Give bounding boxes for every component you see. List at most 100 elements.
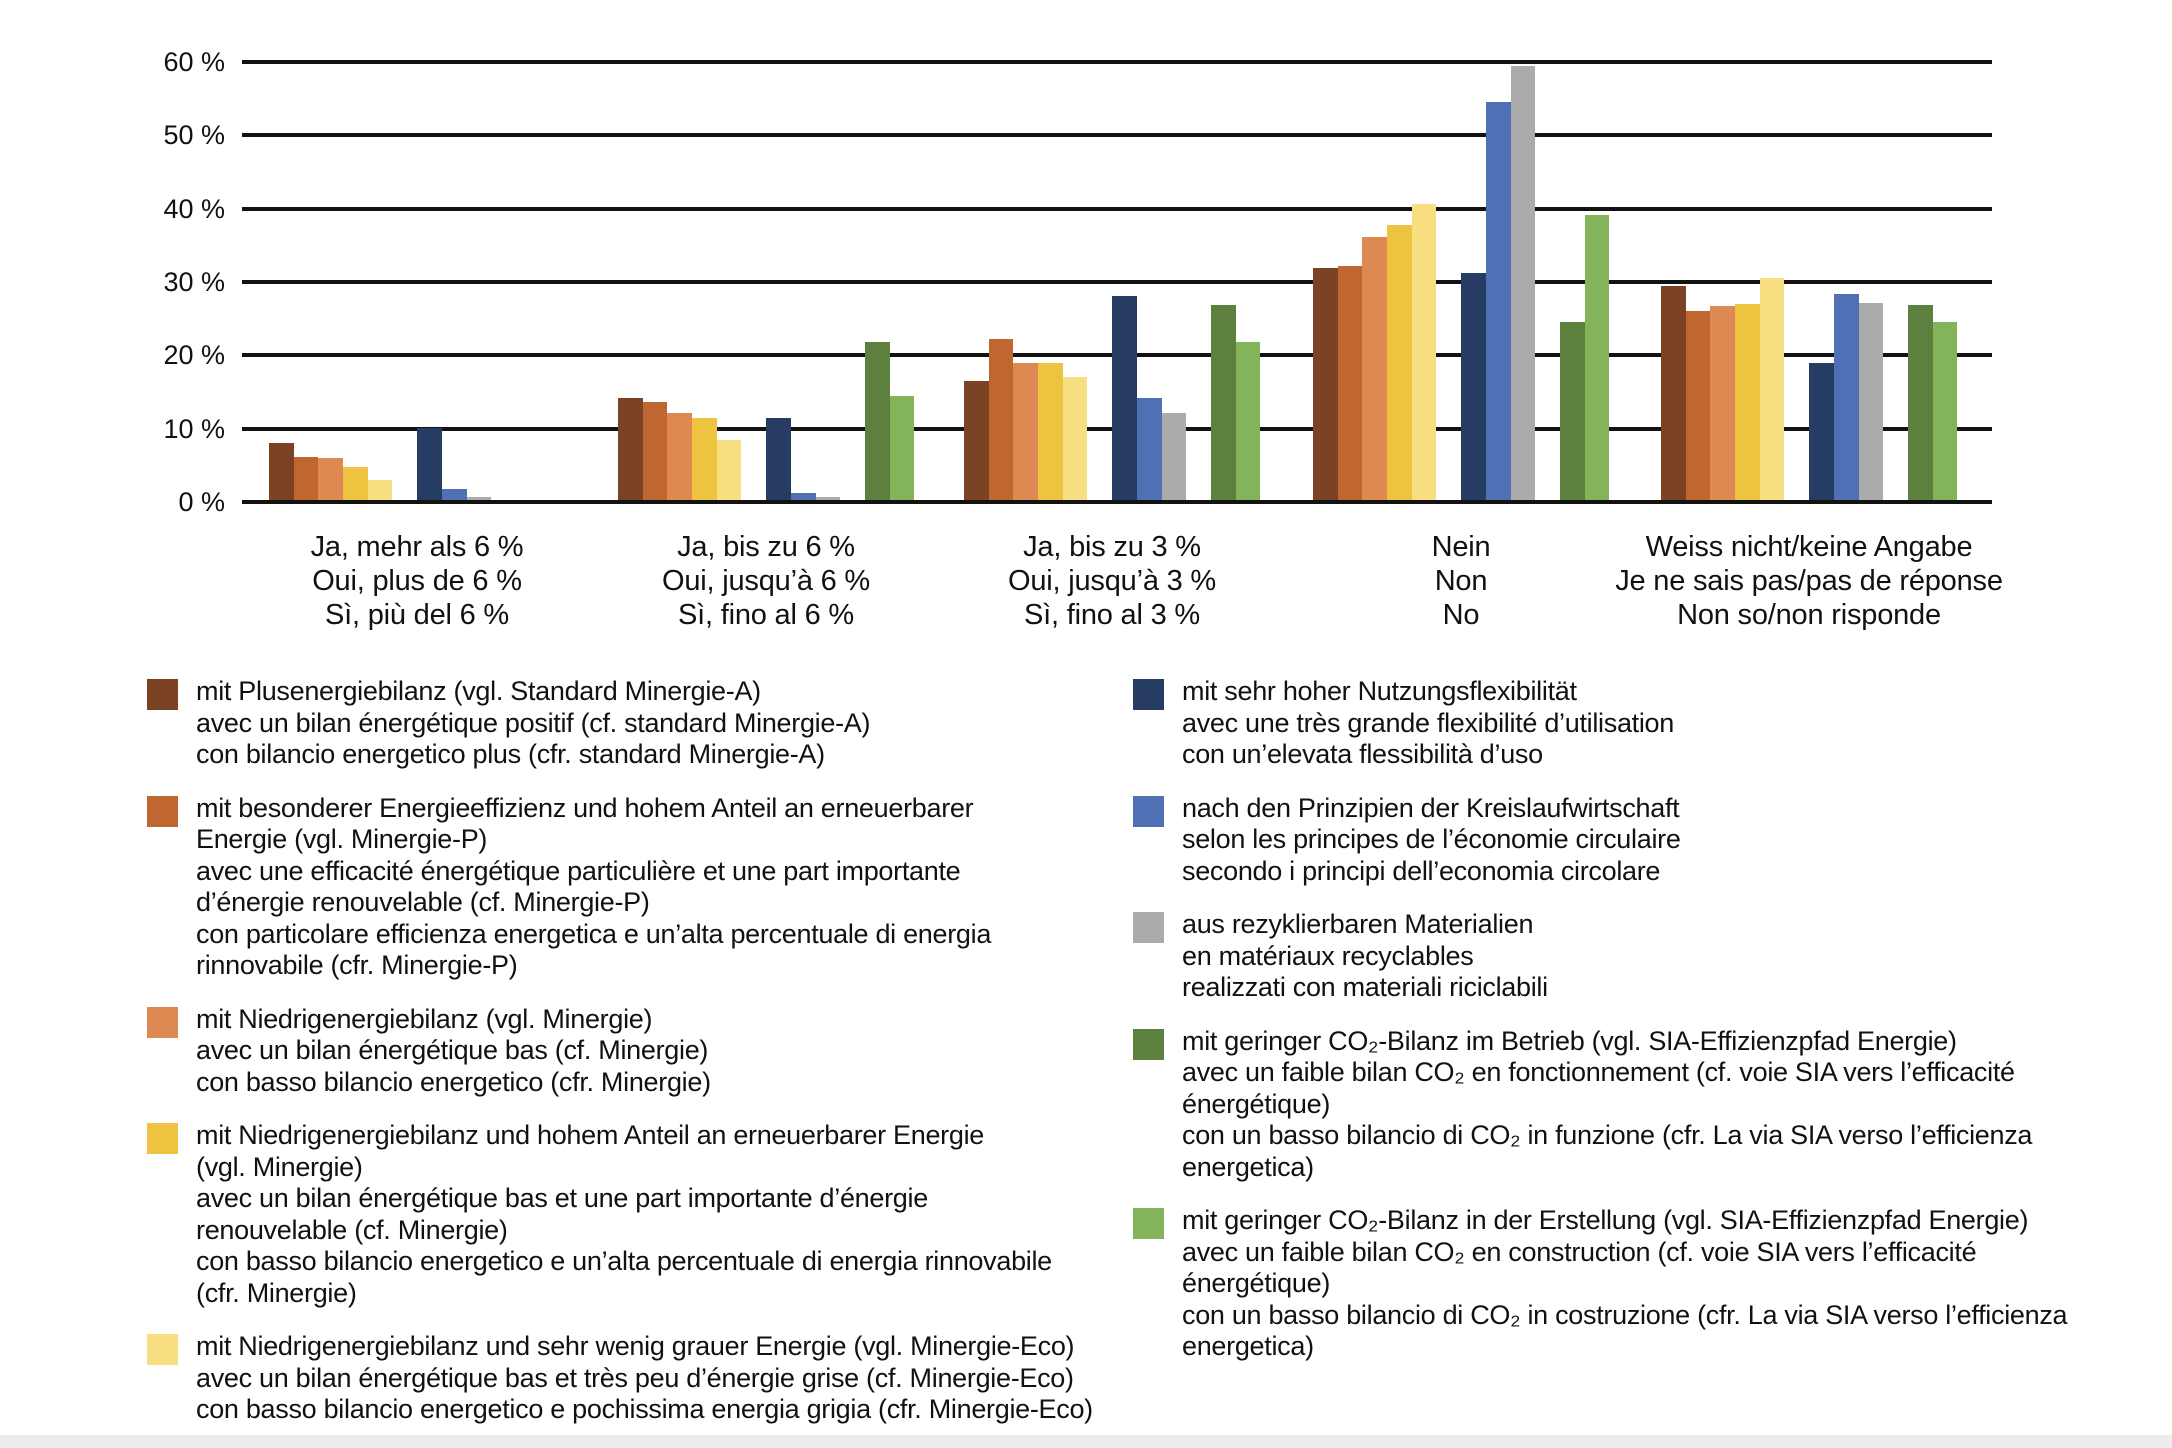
bar-co2-erstellung-group5: [1932, 321, 1958, 502]
bar-minergie-erneuerbar-group4: [1387, 224, 1412, 502]
legend-item-co2-betrieb: mit geringer CO₂-Bilanz im Betrieb (vgl.…: [1133, 1026, 2143, 1184]
legend-swatch-co2-betrieb: [1133, 1028, 1164, 1060]
legend-swatch-kreislaufwirtschaft: [1133, 795, 1164, 827]
bar-co2-betrieb-group5: [1908, 304, 1933, 502]
category-label-5: Weiss nicht/keine Angabe Je ne sais pas/…: [1615, 531, 2003, 631]
y-tick-label: 0 %: [178, 487, 225, 517]
bar-kreislaufwirtschaft-group1: [441, 488, 467, 502]
bar-plusenergiebilanz-group1: [269, 443, 294, 502]
legend-swatch-rezyklierbare-materialien: [1133, 912, 1164, 943]
legend-label-co2-betrieb: mit geringer CO₂-Bilanz im Betrieb (vgl.…: [1182, 1025, 2033, 1182]
category-label-1: Ja, mehr als 6 % Oui, plus de 6 % Sì, pi…: [310, 531, 524, 631]
bar-kreislaufwirtschaft-group4: [1485, 101, 1511, 502]
bar-plusenergiebilanz-group5: [1661, 285, 1686, 502]
bar-co2-betrieb-group2: [865, 342, 890, 502]
category-label-2: Ja, bis zu 6 % Oui, jusqu’à 6 % Sì, fino…: [662, 531, 870, 631]
legend-label-minergie-eco: mit Niedrigenergiebilanz und sehr wenig …: [196, 1331, 1093, 1424]
bar-plusenergiebilanz-group3: [964, 381, 989, 502]
bar-minergie-group1: [318, 458, 344, 502]
category-label-3: Ja, bis zu 3 % Oui, jusqu’à 3 % Sì, fino…: [1008, 531, 1216, 631]
bar-minergie-group3: [1013, 363, 1039, 502]
legend-label-co2-erstellung: mit geringer CO₂-Bilanz in der Erstellun…: [1182, 1205, 2068, 1361]
legend-column-left: mit Plusenergiebilanz (vgl. Standard Min…: [147, 676, 1122, 1448]
bar-plusenergiebilanz-group4: [1313, 268, 1338, 502]
legend-item-minergie-eco: mit Niedrigenergiebilanz und sehr wenig …: [147, 1331, 1122, 1426]
bar-minergie-eco-group2: [716, 439, 742, 502]
legend-label-minergie-erneuerbar: mit Niedrigenergiebilanz und hohem Antei…: [196, 1120, 1052, 1308]
bar-minergie-eco-group1: [367, 480, 393, 502]
bar-minergie-group4: [1362, 236, 1388, 502]
bar-kreislaufwirtschaft-group3: [1136, 397, 1162, 502]
bar-nutzungsflexibilitaet-group1: [417, 427, 442, 502]
legend-item-co2-erstellung: mit geringer CO₂-Bilanz in der Erstellun…: [1133, 1205, 2143, 1363]
legend-item-rezyklierbare-materialien: aus rezyklierbaren Materialien en matéri…: [1133, 909, 2143, 1004]
bar-co2-erstellung-group4: [1584, 214, 1610, 502]
legend-item-kreislaufwirtschaft: nach den Prinzipien der Kreislaufwirtsch…: [1133, 793, 2143, 888]
legend-item-plusenergiebilanz: mit Plusenergiebilanz (vgl. Standard Min…: [147, 676, 1122, 771]
legend-item-minergie-p: mit besonderer Energieeffizienz und hohe…: [147, 793, 1122, 982]
bar-minergie-p-group3: [988, 339, 1014, 502]
bar-co2-erstellung-group3: [1235, 342, 1261, 502]
legend-label-minergie-p: mit besonderer Energieeffizienz und hohe…: [196, 792, 992, 981]
bar-co2-erstellung-group2: [889, 396, 915, 502]
bar-kreislaufwirtschaft-group2: [790, 493, 816, 502]
gridline-40: [242, 206, 1992, 211]
bar-plusenergiebilanz-group2: [618, 397, 643, 502]
category-label-4: Nein Non No: [1431, 531, 1491, 631]
bar-minergie-p-group4: [1337, 265, 1363, 502]
x-axis-baseline: [242, 500, 1992, 504]
bar-minergie-erneuerbar-group2: [692, 417, 717, 502]
legend-swatch-plusenergiebilanz: [147, 679, 178, 710]
page-edge-strip: [0, 1435, 2172, 1448]
bar-minergie-erneuerbar-group5: [1735, 304, 1760, 502]
bar-minergie-erneuerbar-group3: [1038, 363, 1063, 502]
bar-minergie-group2: [667, 412, 693, 502]
gridline-30: [242, 280, 1992, 284]
legend-label-minergie: mit Niedrigenergiebilanz (vgl. Minergie)…: [196, 1003, 711, 1097]
gridline-60: [242, 60, 1992, 65]
legend-swatch-minergie-p: [147, 795, 178, 827]
legend-swatch-co2-erstellung: [1133, 1208, 1164, 1239]
bar-rezyklierbare-materialien-group2: [815, 496, 841, 502]
bar-minergie-eco-group4: [1411, 203, 1437, 502]
bar-nutzungsflexibilitaet-group3: [1112, 295, 1137, 502]
legend-label-nutzungsflexibilitaet: mit sehr hoher Nutzungsflexibilität avec…: [1182, 676, 1674, 769]
legend-swatch-minergie: [147, 1006, 178, 1038]
bar-minergie-eco-group5: [1759, 278, 1785, 502]
legend-item-minergie: mit Niedrigenergiebilanz (vgl. Minergie)…: [147, 1004, 1122, 1099]
bar-minergie-eco-group3: [1062, 376, 1088, 502]
y-tick-label: 50 %: [163, 120, 225, 151]
bar-nutzungsflexibilitaet-group4: [1461, 273, 1486, 502]
legend-item-nutzungsflexibilitaet: mit sehr hoher Nutzungsflexibilität avec…: [1133, 676, 2143, 771]
bar-nutzungsflexibilitaet-group2: [766, 417, 791, 502]
bar-rezyklierbare-materialien-group3: [1161, 412, 1187, 502]
y-tick-label: 20 %: [163, 340, 225, 371]
y-tick-label: 60 %: [163, 47, 225, 78]
legend-swatch-minergie-eco: [147, 1334, 178, 1365]
bar-rezyklierbare-materialien-group4: [1510, 65, 1536, 502]
y-tick-label: 30 %: [163, 267, 225, 297]
legend-swatch-nutzungsflexibilitaet: [1133, 679, 1164, 710]
legend-column-right: mit sehr hoher Nutzungsflexibilität avec…: [1133, 676, 2143, 1385]
bar-co2-betrieb-group3: [1211, 304, 1236, 502]
legend-label-plusenergiebilanz: mit Plusenergiebilanz (vgl. Standard Min…: [196, 676, 871, 769]
legend-label-rezyklierbare-materialien: aus rezyklierbaren Materialien en matéri…: [1182, 909, 1548, 1002]
bar-minergie-p-group1: [293, 456, 319, 502]
y-tick-label: 10 %: [163, 413, 225, 444]
bar-minergie-erneuerbar-group1: [343, 466, 368, 502]
legend-item-minergie-erneuerbar: mit Niedrigenergiebilanz und hohem Antei…: [147, 1120, 1122, 1309]
legend-label-kreislaufwirtschaft: nach den Prinzipien der Kreislaufwirtsch…: [1182, 792, 1681, 886]
bar-minergie-group5: [1710, 306, 1736, 502]
gridline-50: [242, 133, 1992, 138]
bar-nutzungsflexibilitaet-group5: [1809, 363, 1834, 502]
y-tick-label: 40 %: [163, 193, 225, 224]
bar-rezyklierbare-materialien-group1: [466, 496, 492, 502]
bar-rezyklierbare-materialien-group5: [1858, 302, 1884, 502]
plot-area: 0 % 10 % 20 % 30 % 40 % 50 % 60 %: [0, 0, 2172, 560]
bar-minergie-p-group5: [1685, 310, 1711, 502]
bar-minergie-p-group2: [642, 401, 668, 502]
bar-co2-betrieb-group4: [1560, 321, 1585, 502]
legend-swatch-minergie-erneuerbar: [147, 1123, 178, 1154]
bar-kreislaufwirtschaft-group5: [1833, 293, 1859, 502]
